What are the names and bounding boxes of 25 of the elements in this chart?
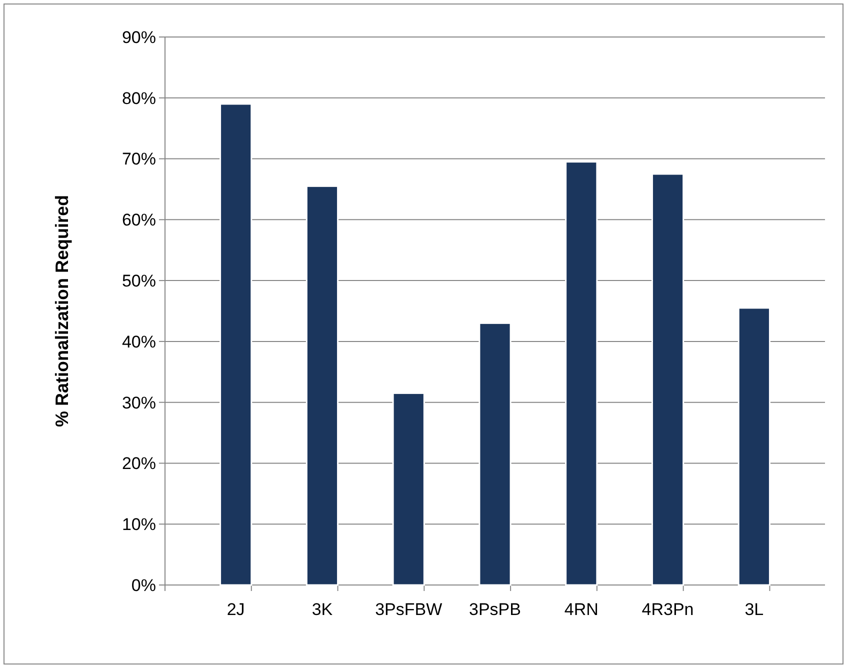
y-tick-label: 10%: [122, 515, 156, 534]
y-tick-label: 0%: [131, 576, 156, 595]
x-tick-label: 3PsFBW: [375, 600, 442, 619]
x-tick-label: 3K: [312, 600, 334, 619]
x-tick-label: 3PsPB: [469, 600, 521, 619]
y-tick-label: 40%: [122, 332, 156, 352]
bar: [220, 103, 252, 586]
y-tick-label: 30%: [122, 393, 156, 412]
x-tick-label: 3L: [744, 600, 764, 619]
bar: [738, 307, 770, 586]
bar: [306, 185, 339, 586]
y-tick-label: 50%: [122, 272, 156, 291]
y-axis-title: % Rationalization Required: [52, 194, 72, 428]
y-tick-label: 60%: [122, 210, 156, 230]
bar: [392, 392, 425, 586]
y-tick-label: 70%: [122, 150, 156, 169]
x-tick-label: 2J: [226, 600, 245, 619]
y-tick-label: 20%: [122, 454, 156, 474]
x-tick-label: 4R3Pn: [642, 600, 694, 619]
bar: [565, 161, 598, 586]
bar: [478, 322, 512, 586]
bar: [651, 173, 684, 586]
y-tick-label: 80%: [122, 88, 156, 108]
y-tick-label: 90%: [122, 28, 156, 47]
x-tick-label: 4RN: [564, 600, 598, 619]
